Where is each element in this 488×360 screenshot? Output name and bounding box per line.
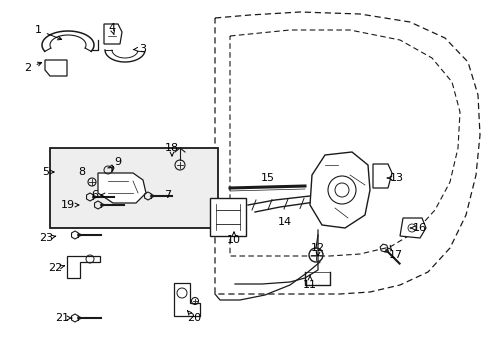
Polygon shape <box>309 152 369 228</box>
Text: 2: 2 <box>24 63 32 73</box>
Text: 18: 18 <box>164 143 179 153</box>
Text: 14: 14 <box>277 217 291 227</box>
Text: 19: 19 <box>61 200 75 210</box>
Polygon shape <box>174 283 200 316</box>
Polygon shape <box>67 256 100 278</box>
Text: 13: 13 <box>389 173 403 183</box>
Text: 15: 15 <box>261 173 274 183</box>
Text: 16: 16 <box>412 223 426 233</box>
Text: 9: 9 <box>114 157 122 167</box>
Text: 1: 1 <box>35 25 41 35</box>
Bar <box>209 198 245 236</box>
Text: 3: 3 <box>139 44 146 54</box>
Text: 5: 5 <box>42 167 49 177</box>
Text: 21: 21 <box>55 313 69 323</box>
Text: 20: 20 <box>186 313 201 323</box>
Polygon shape <box>399 218 425 238</box>
Text: 7: 7 <box>164 190 171 200</box>
Text: 22: 22 <box>48 263 62 273</box>
Polygon shape <box>45 60 67 76</box>
Text: 8: 8 <box>78 167 85 177</box>
Bar <box>50 148 218 228</box>
Text: 11: 11 <box>303 280 316 290</box>
Text: 4: 4 <box>108 23 115 33</box>
Polygon shape <box>372 164 391 188</box>
Text: 17: 17 <box>388 250 402 260</box>
Text: 12: 12 <box>310 243 325 253</box>
Text: 23: 23 <box>39 233 53 243</box>
Text: 6: 6 <box>91 190 98 200</box>
Polygon shape <box>104 24 122 44</box>
Polygon shape <box>98 173 146 203</box>
Text: 10: 10 <box>226 235 241 245</box>
